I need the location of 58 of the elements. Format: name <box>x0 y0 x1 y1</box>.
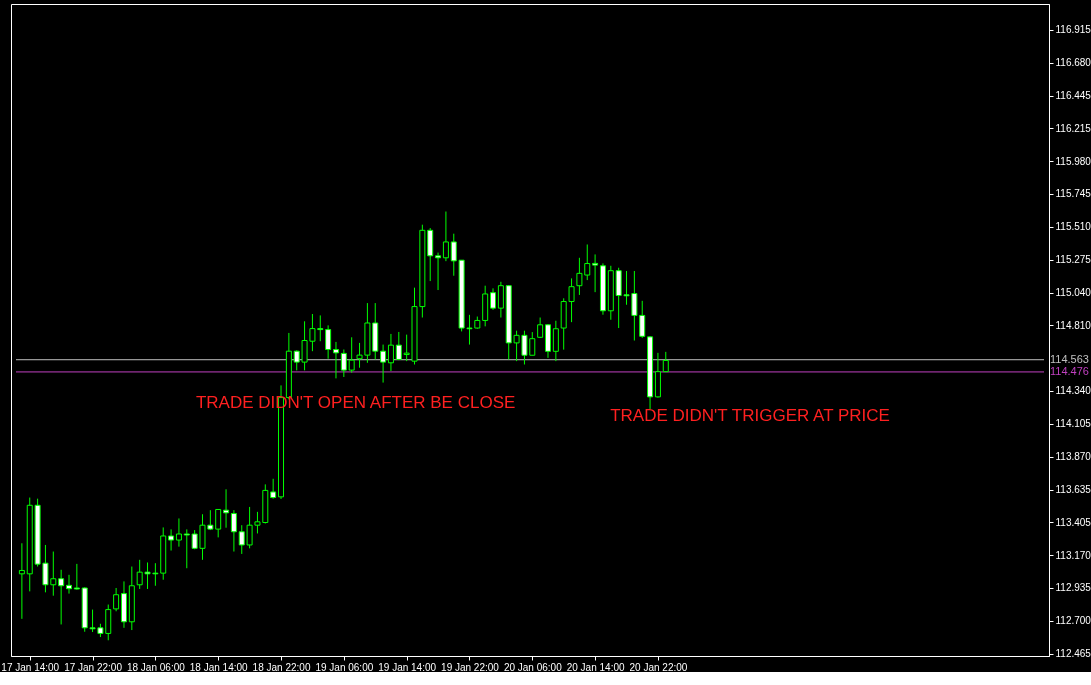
y-tick-label: 112.700 <box>1055 615 1091 627</box>
candlestick <box>387 333 394 372</box>
candlestick <box>490 287 497 311</box>
candlestick <box>66 574 72 595</box>
y-tick-label: 112.935 <box>1055 582 1091 594</box>
y-tick-label: 115.040 <box>1055 287 1091 299</box>
x-tick-label: 19 Jan 22:00 <box>441 661 500 673</box>
y-tick-label: 113.405 <box>1055 516 1091 528</box>
x-tick-label: 20 Jan 22:00 <box>629 661 688 673</box>
y-tick-label: 113.870 <box>1055 451 1091 463</box>
x-tick-label: 20 Jan 14:00 <box>566 661 625 673</box>
x-tick-label: 18 Jan 22:00 <box>252 661 311 673</box>
x-tick-label: 17 Jan 22:00 <box>64 661 123 673</box>
candlestick <box>175 517 182 548</box>
candlestick <box>442 211 449 262</box>
candlestick <box>270 478 277 500</box>
candlestick <box>340 348 347 378</box>
candlestick <box>215 508 222 538</box>
candlestick <box>592 253 599 293</box>
x-tick-label: 18 Jan 06:00 <box>126 661 186 673</box>
candlestick <box>58 569 65 625</box>
ref-line-label: 114.476 <box>1050 364 1089 377</box>
candlestick <box>497 281 504 319</box>
candlestick <box>380 344 387 384</box>
candlestick <box>662 351 669 373</box>
y-tick-label: 116.915 <box>1055 24 1091 36</box>
candlestick <box>168 528 175 552</box>
y-tick-label: 114.340 <box>1055 385 1091 397</box>
x-tick-label: 17 Jan 14:00 <box>1 661 60 673</box>
y-tick-label: 116.680 <box>1055 57 1091 69</box>
ref-line-label: 114.563 <box>1050 352 1089 365</box>
y-tick-label: 114.810 <box>1055 319 1091 331</box>
y-tick-label: 115.275 <box>1055 254 1091 266</box>
y-tick-label: 115.745 <box>1055 188 1091 200</box>
candlestick <box>348 336 355 374</box>
y-tick-label: 115.980 <box>1055 155 1091 167</box>
y-tick-label: 115.510 <box>1055 221 1091 233</box>
candlestick <box>73 563 80 591</box>
candlestick <box>18 542 25 620</box>
y-tick-label: 114.105 <box>1055 418 1091 430</box>
candlestick <box>230 509 237 553</box>
x-tick-label: 18 Jan 14:00 <box>189 661 249 673</box>
candlestick <box>332 341 339 379</box>
candlestick <box>552 320 559 362</box>
y-tick-label: 113.170 <box>1055 549 1091 561</box>
y-tick-label: 116.215 <box>1055 122 1091 134</box>
annotation: TRADE DIDN'T TRIGGER AT PRICE <box>610 406 890 426</box>
candlestick <box>435 252 442 291</box>
candlestick <box>325 324 332 360</box>
x-tick-label: 20 Jan 06:00 <box>503 661 563 673</box>
candlestick <box>395 331 402 361</box>
candlestick <box>537 317 544 339</box>
x-tick-label: 19 Jan 14:00 <box>378 661 437 673</box>
candlestick <box>113 587 120 612</box>
y-tick-label: 113.635 <box>1055 484 1091 496</box>
y-tick-label: 112.465 <box>1055 648 1091 660</box>
x-tick-label: 19 Jan 06:00 <box>315 661 374 673</box>
y-tick-label: 116.445 <box>1055 90 1091 102</box>
